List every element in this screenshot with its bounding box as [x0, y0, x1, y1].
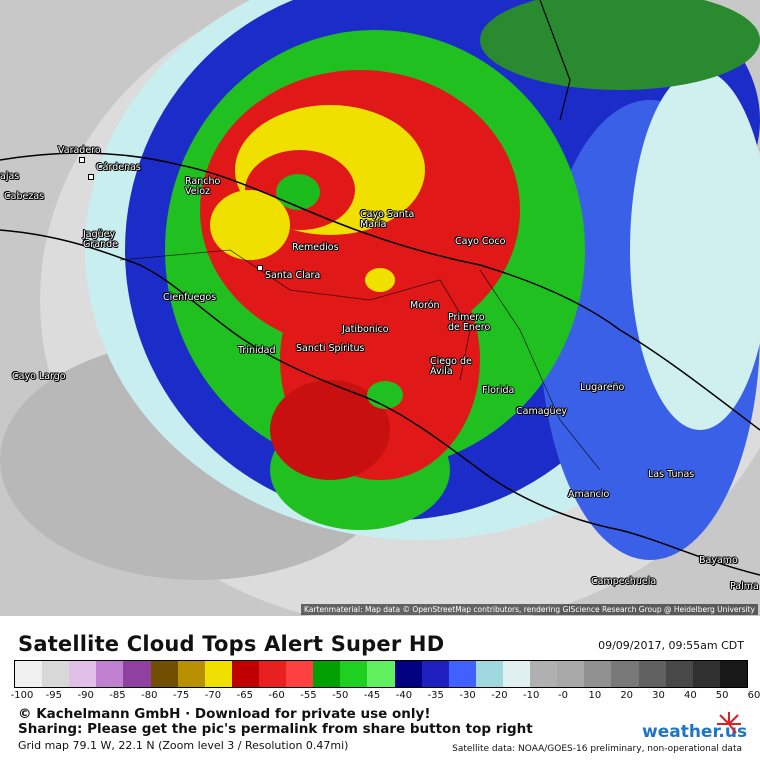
- place-marker: [257, 265, 263, 271]
- scale-tick-label: -70: [204, 690, 222, 701]
- scale-swatch: [665, 661, 693, 687]
- scale-tick-label: -50: [332, 690, 349, 701]
- scale-swatch: [231, 661, 259, 687]
- scale-swatch: [123, 661, 151, 687]
- scale-tick-label: 50: [715, 690, 729, 701]
- place-ciego-de-avila: Ciego de Ávila: [430, 356, 472, 377]
- scale-swatch: [692, 661, 720, 687]
- scale-swatch: [42, 661, 70, 687]
- scale-swatch: [286, 661, 314, 687]
- scale-swatch: [204, 661, 232, 687]
- scale-tick-label: -90: [77, 690, 94, 701]
- weather-us-logo[interactable]: weather.us: [642, 722, 748, 742]
- legend-footer: [0, 616, 760, 760]
- scale-swatch: [150, 661, 178, 687]
- place-varadero: Varadero: [58, 145, 101, 156]
- grid-info: Grid map 79.1 W, 22.1 N (Zoom level 3 / …: [18, 739, 349, 752]
- place-cayo-coco: Cayo Coco: [455, 236, 506, 247]
- sun-burst-icon: [717, 712, 741, 734]
- satellite-source: Satellite data: NOAA/GOES-16 preliminary…: [452, 744, 742, 754]
- place-las-tunas: Las Tunas: [648, 469, 695, 480]
- scale-tick-label: -65: [236, 690, 253, 701]
- scale-swatch: [475, 661, 503, 687]
- scale-tick-label: 30: [652, 690, 665, 701]
- place-cardenas: Cárdenas: [96, 162, 141, 173]
- scale-swatch: [611, 661, 639, 687]
- scale-swatch: [367, 661, 395, 687]
- place-cajas-partial: ajas: [0, 171, 20, 182]
- scale-swatch: [177, 661, 205, 687]
- page-title: Satellite Cloud Tops Alert Super HD: [18, 632, 445, 656]
- scale-swatch: [340, 661, 368, 687]
- timestamp: 09/09/2017, 09:55am CDT: [598, 639, 744, 652]
- scale-swatch: [448, 661, 476, 687]
- place-palma: Palma: [730, 581, 759, 592]
- scale-tick-label: -100: [10, 690, 34, 701]
- place-campechuela: Campechuela: [591, 576, 657, 587]
- place-florida: Florida: [482, 385, 515, 396]
- sharing-notice: Sharing: Please get the pic's permalink …: [18, 721, 533, 737]
- scale-swatch: [394, 661, 422, 687]
- scale-swatch: [638, 661, 666, 687]
- scale-swatch: [313, 661, 341, 687]
- scale-tick-label: 40: [683, 690, 697, 701]
- place-jatibonico: Jatibonico: [342, 324, 389, 335]
- place-marker: [88, 174, 94, 180]
- place-santa-clara: Santa Clara: [265, 270, 321, 281]
- scale-tick-label: 20: [620, 690, 634, 701]
- place-lugareno: Lugareño: [580, 382, 625, 393]
- scale-swatch: [719, 661, 747, 687]
- scale-tick-label: -80: [141, 690, 158, 701]
- scale-tick-label: -40: [395, 690, 413, 701]
- scale-swatch: [557, 661, 585, 687]
- place-rancho-veloz: Rancho Veloz: [185, 176, 221, 197]
- place-trinidad: Trinidad: [238, 345, 276, 356]
- place-moron: Morón: [410, 300, 440, 311]
- scale-swatch: [502, 661, 531, 687]
- place-primero-de-enero: Primero de Enero: [448, 312, 491, 333]
- scale-swatch: [15, 661, 43, 687]
- scale-swatch: [530, 661, 558, 687]
- place-cayo-largo: Cayo Largo: [12, 371, 66, 382]
- scale-tick-label: -95: [45, 690, 62, 701]
- scale-ticks: -100 -95 -90 -85 -80 -75 -70 -65 -60 -55 -50 -45 -40…: [6, 690, 760, 704]
- scale-tick-label: -0: [558, 690, 569, 701]
- scale-tick-label: -10: [523, 690, 540, 701]
- place-sancti-spiritus: Sancti Spíritus: [296, 343, 365, 354]
- scale-tick-label: -55: [300, 690, 317, 701]
- place-amancio: Amancio: [568, 489, 610, 500]
- place-jaguey-grande: Jagüey Grande: [83, 229, 118, 250]
- scale-swatch: [69, 661, 97, 687]
- scale-tick-label: 10: [588, 690, 602, 701]
- place-remedios: Remedios: [292, 242, 339, 253]
- map-attribution: Kartenmaterial: Map data © OpenStreetMap…: [301, 604, 758, 615]
- scale-tick-label: -35: [427, 690, 444, 701]
- scale-swatch: [421, 661, 449, 687]
- scale-tick-label: -30: [459, 690, 476, 701]
- scale-tick-label: 60: [747, 690, 760, 701]
- place-marker: [79, 157, 85, 163]
- copyright-notice: © Kachelmann GmbH · Download for private…: [18, 706, 431, 722]
- scale-tick-label: -60: [268, 690, 285, 701]
- scale-tick-label: -75: [172, 690, 190, 701]
- scale-tick-label: -45: [363, 690, 381, 701]
- place-cayo-santa-maria: Cayo Santa María: [360, 209, 415, 230]
- scale-tick-label: -20: [491, 690, 508, 701]
- place-camaguey: Camagüey: [516, 406, 568, 417]
- place-bayamo: Bayamo: [699, 555, 738, 566]
- scale-swatch: [584, 661, 612, 687]
- cloud-top-imagery: [0, 0, 760, 616]
- satellite-map[interactable]: Varadero Cárdenas Rancho Veloz Cabezas a…: [0, 0, 760, 616]
- place-cabezas: Cabezas: [4, 191, 45, 202]
- place-cienfuegos: Cienfuegos: [163, 292, 217, 303]
- scale-swatch: [258, 661, 287, 687]
- color-scale: [14, 660, 748, 688]
- scale-swatch: [96, 661, 124, 687]
- scale-tick-label: -85: [109, 690, 126, 701]
